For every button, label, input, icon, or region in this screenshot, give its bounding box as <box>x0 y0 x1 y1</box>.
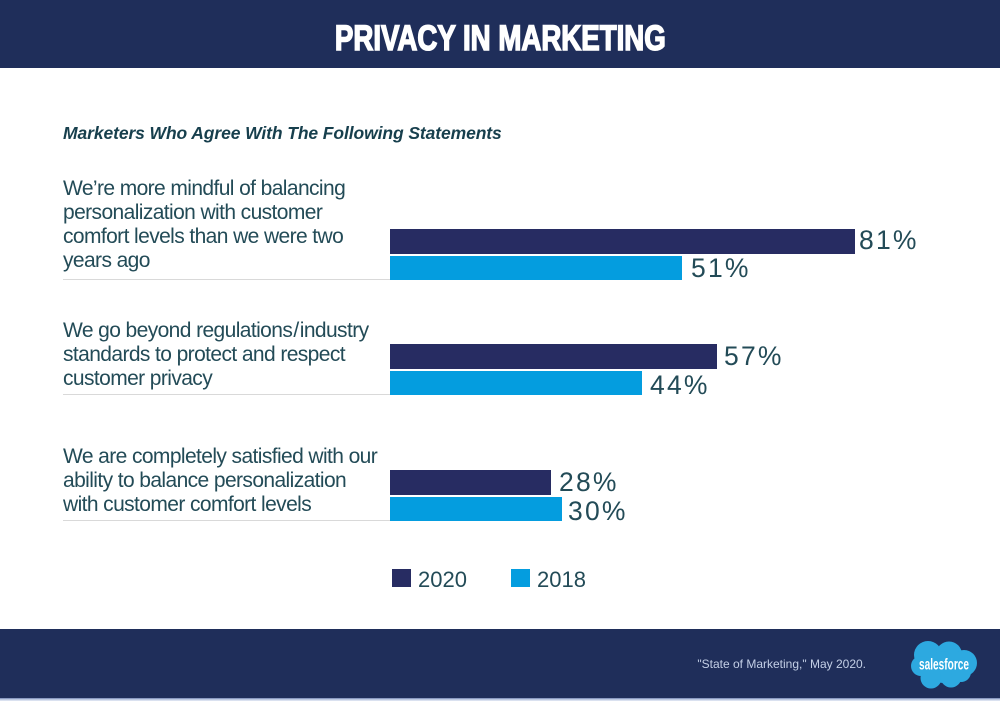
svg-text:salesforce: salesforce <box>919 657 969 674</box>
